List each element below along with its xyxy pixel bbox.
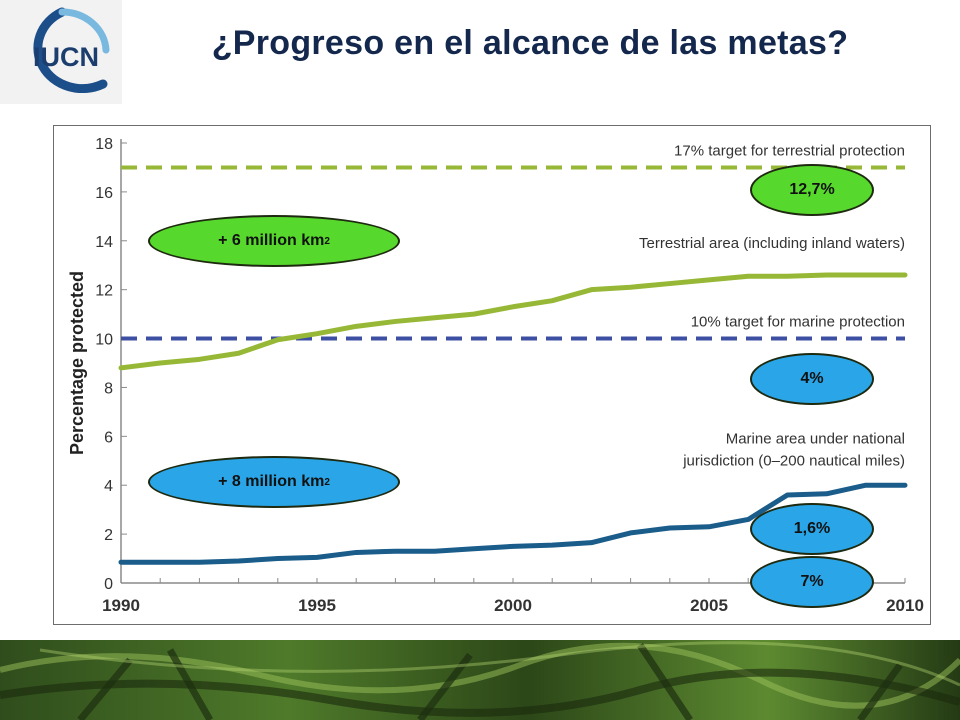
callout-text: 4% (800, 370, 824, 387)
callout-pill: 1,6% (750, 503, 874, 555)
page-title: ¿Progreso en el alcance de las metas? (211, 24, 849, 62)
callout-text: + 6 million km (218, 232, 325, 249)
callout-text: 7% (800, 573, 824, 590)
y-tick-label: 16 (95, 185, 113, 202)
callout-text: + 8 million km (218, 473, 325, 490)
x-tick-label: 2000 (494, 596, 532, 615)
callout-text: 12,7% (789, 181, 835, 198)
y-tick-label: 0 (104, 576, 113, 593)
y-tick-label: 14 (95, 234, 113, 251)
series-line (118, 272, 908, 371)
callout-pill: 4% (750, 353, 874, 405)
x-tick-label: 1990 (102, 596, 140, 615)
forest-banner (0, 640, 960, 720)
x-tick-label: 1995 (298, 596, 336, 615)
callout-pill: + 6 million km 2 (148, 215, 400, 267)
x-tick-label: 2010 (886, 596, 924, 615)
y-tick-label: 8 (104, 380, 113, 397)
callout-sup: 2 (324, 476, 330, 488)
y-tick-label: 10 (95, 332, 113, 349)
series-line (118, 482, 908, 565)
target-label: 17% target for terrestrial protection (674, 142, 905, 159)
iucn-globe-icon: IUCN (33, 7, 110, 94)
series-label: jurisdiction (0–200 nautical miles) (682, 453, 905, 470)
iucn-logo: IUCN (0, 0, 122, 104)
callout-pill: + 8 million km 2 (148, 456, 400, 508)
y-tick-label: 18 (95, 136, 113, 153)
y-tick-label: 4 (104, 478, 113, 495)
series-label: Terrestrial area (including inland water… (639, 235, 905, 252)
callout-text: 1,6% (793, 520, 831, 537)
callout-pill: 7% (750, 556, 874, 608)
callout-sup: 2 (324, 235, 330, 247)
callout-pill: 12,7% (750, 164, 874, 216)
series-label: Marine area under national (726, 431, 905, 448)
logo-text: IUCN (33, 42, 99, 72)
x-tick-label: 2005 (690, 596, 728, 615)
y-tick-label: 6 (104, 429, 113, 446)
y-tick-label: 12 (95, 283, 113, 300)
y-tick-label: 2 (104, 527, 113, 544)
y-axis-label: Percentage protected (67, 271, 87, 455)
target-label: 10% target for marine protection (691, 314, 905, 331)
